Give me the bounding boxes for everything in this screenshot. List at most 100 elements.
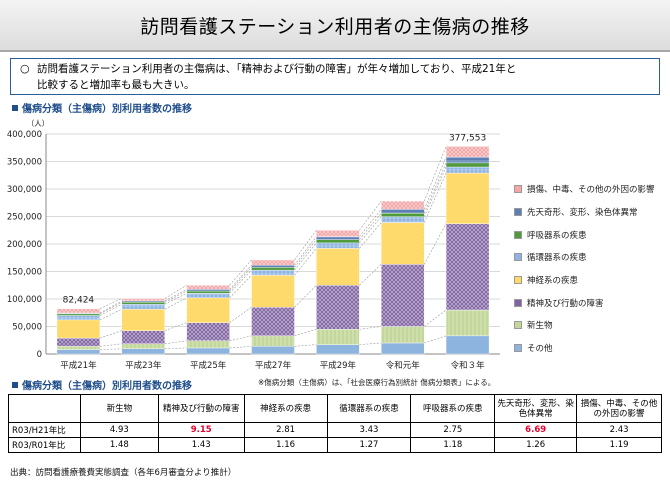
bar-segment (56, 349, 101, 355)
series-connector (229, 267, 252, 292)
bar-segment (251, 275, 295, 308)
y-tick-label: 250,000 (7, 213, 42, 223)
series-connector (294, 328, 317, 337)
bar-segment (251, 335, 295, 347)
series-connector (99, 330, 122, 339)
bar-segment (316, 242, 360, 249)
chart-section-label-text: 傷病分類（主傷病）別利用者数の推移 (22, 104, 192, 115)
bar-segment (251, 346, 295, 355)
series-connector (99, 308, 122, 321)
table-cell: 2.75 (410, 422, 496, 438)
table-cell: 3.43 (326, 422, 412, 438)
series-connector (229, 259, 252, 286)
bar-segment (316, 285, 360, 330)
table-cell: 1.48 (79, 437, 159, 453)
x-tick-label: 平成21年 (60, 360, 97, 371)
series-connector (99, 303, 122, 316)
y-tick-label: 300,000 (7, 185, 42, 195)
series-connector (424, 309, 447, 327)
series-connector (359, 209, 382, 237)
series-connector (99, 302, 122, 315)
bar-segment (381, 216, 425, 223)
bar-segment (121, 302, 165, 305)
y-tick-label: 200,000 (7, 240, 42, 250)
total-data-label: 377,553 (449, 133, 486, 143)
summary-box: ○ 訪問看護ステーション利用者の主傷病は、「精神および行動の障害」が年々増加して… (10, 58, 660, 95)
bar-segment (121, 348, 165, 355)
legend-item: その他 (514, 337, 655, 360)
legend-label: 損傷、中毒、その他の外因の影響 (527, 185, 655, 196)
series-connector (99, 300, 122, 314)
series-connector (359, 222, 382, 249)
bar-segment (121, 308, 165, 331)
table-header-cell: 損傷、中毒、その他の外因の影響 (576, 394, 662, 423)
series-connector (164, 284, 187, 299)
x-tick-label: 平成25年 (190, 360, 227, 371)
bar-segment (316, 230, 360, 237)
x-tick-label: 令和元年 (386, 360, 421, 371)
bar-segment (381, 222, 425, 265)
series-connector (359, 326, 382, 330)
bar-segment (251, 307, 295, 337)
table-cell: 1.27 (326, 437, 412, 453)
bar-segment (251, 269, 295, 276)
table-cell-highlight: 9.15 (157, 422, 245, 438)
series-connector (294, 248, 317, 276)
table-cell: 1.16 (243, 437, 328, 453)
bar-segment (381, 342, 425, 355)
bar-segment (381, 200, 425, 210)
bar-segment (251, 259, 295, 266)
page-title-text: 訪問看護ステーション利用者の主傷病の推移 (140, 15, 530, 38)
bar-segment (445, 156, 490, 164)
bar-segment (56, 313, 101, 316)
legend-swatch (514, 230, 522, 239)
series-connector (164, 292, 187, 305)
legend-swatch (514, 253, 522, 262)
table-header-cell: 先天奇形、変形、染色体異常 (494, 394, 578, 423)
legend-label: 精神及び行動の障害 (527, 298, 604, 309)
series-connector (99, 348, 122, 350)
bar-segment (381, 264, 425, 327)
bar-segment (186, 289, 230, 292)
summary-bullet: ○ (20, 62, 30, 75)
legend-item: 循環器系の疾患 (514, 246, 655, 269)
series-connector (164, 289, 187, 302)
table-header-cell: 神経系の疾患 (243, 394, 328, 423)
series-connector (359, 216, 382, 244)
table-section-label: 傷病分類（主傷病）別利用者数の推移 (12, 377, 192, 392)
bar-segment (186, 340, 230, 349)
series-connector (423, 156, 447, 210)
legend-item: 精神及び行動の障害 (514, 291, 655, 314)
summary-line-2: 比較すると増加率も最も大きい。 (37, 79, 195, 91)
chart-note: ※傷病分類（主傷病）は、「社会医療行為別統計 傷病分類表」による。 (258, 378, 496, 387)
bar-segment (251, 267, 295, 271)
legend-label: その他 (527, 344, 553, 355)
bar-segment (316, 236, 360, 240)
legend-label: 神経系の疾患 (527, 276, 579, 287)
legend-swatch (514, 344, 522, 353)
legend-label: 循環器系の疾患 (527, 253, 587, 264)
table-cell: 1.43 (157, 437, 245, 453)
y-tick-label: 0 (37, 350, 42, 360)
series-connector (229, 264, 252, 290)
table-header-cell: 循環器系の疾患 (326, 394, 412, 423)
y-tick-label: 100,000 (7, 295, 42, 305)
series-connector (423, 172, 447, 223)
series-connector (423, 146, 447, 202)
legend-swatch (514, 208, 522, 217)
chart-section-label: 傷病分類（主傷病）別利用者数の推移 (12, 100, 192, 115)
series-connector (229, 335, 252, 342)
section-square-icon (12, 105, 18, 111)
x-tick-label: 平成27年 (255, 360, 292, 371)
bar-segment (251, 264, 295, 268)
series-connector (229, 307, 252, 323)
series-connector (229, 275, 252, 299)
bar-segment (121, 343, 165, 349)
series-connector (164, 297, 187, 310)
bar-segment (316, 344, 360, 355)
series-connector (359, 200, 382, 231)
series-connector (229, 269, 252, 294)
legend-label: 新生物 (527, 321, 553, 332)
series-connector (294, 285, 317, 308)
y-tick-label: 150,000 (7, 268, 42, 278)
